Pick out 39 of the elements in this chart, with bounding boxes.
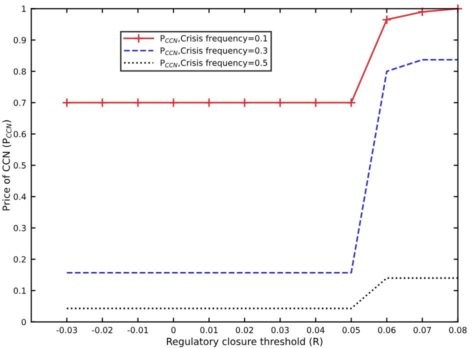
point	[204, 98, 214, 108]
point	[98, 98, 108, 108]
y-tick-label: 0.6	[14, 130, 26, 138]
point	[168, 98, 178, 108]
x-tick-label: 0.07	[414, 326, 431, 334]
y-tick-label: 0.9	[14, 37, 26, 44]
y-tick-label: 0	[22, 318, 26, 326]
x-tick-label: 0.04	[306, 326, 324, 334]
x-tick-label: -0.02	[92, 326, 112, 334]
x-tick-label: 0.05	[342, 326, 360, 334]
point	[346, 98, 356, 108]
x-tick-label: 0.02	[236, 326, 254, 334]
point	[62, 98, 72, 108]
y-tick-label: 1	[22, 6, 26, 12]
y-tick-label: 0.3	[14, 224, 26, 232]
y-tick-label: 0.4	[14, 194, 26, 200]
point	[275, 98, 285, 108]
point	[417, 6, 428, 17]
x-tick-label: 0.06	[378, 326, 396, 334]
y-tick-label: 0.5	[14, 162, 26, 169]
x-tick-label: 0	[171, 326, 176, 334]
point	[240, 98, 250, 108]
y-tick-label: 0.1	[14, 288, 26, 294]
y-tick-label: 0.8	[14, 68, 26, 75]
x-tick-label: 0.08	[449, 326, 467, 334]
y-tick-label: 0.2	[14, 256, 26, 263]
legend-label: P$_{CCN}$,Crisis frequency=0.3	[160, 47, 268, 56]
y-tick-label: 0.7	[14, 100, 26, 106]
point	[310, 98, 321, 108]
legend-label: P$_{CCN}$,Crisis frequency=0.1	[160, 34, 268, 44]
x-tick-label: 0.03	[271, 326, 289, 334]
x-tick-label: -0.03	[56, 326, 77, 334]
point	[133, 98, 143, 108]
legend-label: P$_{CCN}$,Crisis frequency=0.5	[160, 59, 268, 68]
x-axis-title: Regulatory closure threshold (R)	[166, 338, 322, 348]
point	[382, 14, 392, 25]
y-axis-title: Price of CCN (P$_{CCN}$)	[2, 120, 12, 210]
x-tick-label: 0.01	[200, 326, 218, 334]
x-tick-label: -0.01	[128, 326, 148, 334]
